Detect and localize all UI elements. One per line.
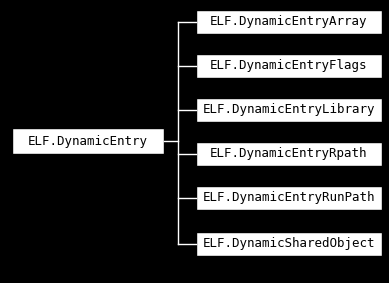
Text: ELF.DynamicEntry: ELF.DynamicEntry xyxy=(28,134,148,147)
FancyBboxPatch shape xyxy=(196,10,382,34)
Text: ELF.DynamicEntryRunPath: ELF.DynamicEntryRunPath xyxy=(203,192,375,205)
Text: ELF.DynamicSharedObject: ELF.DynamicSharedObject xyxy=(203,237,375,250)
Text: ELF.DynamicEntryFlags: ELF.DynamicEntryFlags xyxy=(210,59,368,72)
FancyBboxPatch shape xyxy=(196,54,382,78)
FancyBboxPatch shape xyxy=(196,142,382,166)
Text: ELF.DynamicEntryRpath: ELF.DynamicEntryRpath xyxy=(210,147,368,160)
FancyBboxPatch shape xyxy=(196,186,382,210)
Text: ELF.DynamicEntryLibrary: ELF.DynamicEntryLibrary xyxy=(203,104,375,117)
FancyBboxPatch shape xyxy=(196,232,382,256)
FancyBboxPatch shape xyxy=(12,128,164,154)
Text: ELF.DynamicEntryArray: ELF.DynamicEntryArray xyxy=(210,16,368,29)
FancyBboxPatch shape xyxy=(196,98,382,122)
